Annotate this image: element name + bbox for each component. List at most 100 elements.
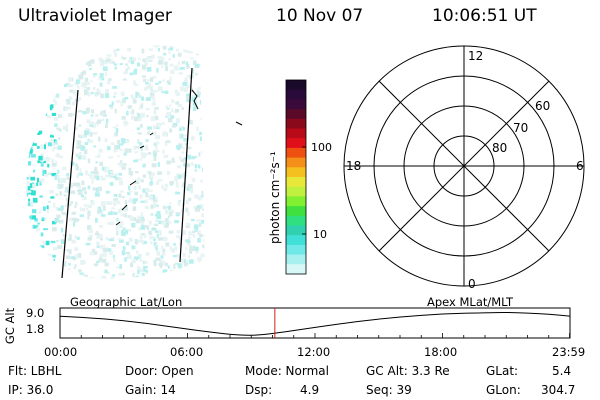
image-pixel (156, 68, 159, 73)
image-pixel (31, 190, 36, 196)
color-bar-segment (286, 167, 306, 178)
image-pixel (209, 242, 212, 245)
image-pixel (105, 88, 109, 94)
image-pixel (34, 218, 38, 222)
image-pixel (199, 136, 203, 141)
image-pixel (201, 213, 206, 218)
image-pixel (57, 169, 60, 175)
image-pixel (28, 82, 33, 85)
image-pixel (169, 63, 174, 67)
image-pixel (43, 112, 48, 116)
image-pixel (76, 146, 81, 149)
image-pixel (35, 227, 40, 232)
image-pixel (70, 201, 74, 204)
image-pixel (26, 274, 28, 278)
image-pixel (117, 45, 120, 46)
image-pixel (114, 108, 117, 114)
image-pixel (74, 282, 78, 286)
image-pixel (186, 61, 189, 66)
image-pixel (179, 134, 182, 139)
image-pixel (126, 110, 129, 116)
image-pixel (119, 239, 124, 243)
mlt-label-right: 6 (576, 159, 584, 173)
image-pixel (63, 194, 67, 197)
image-pixel (173, 243, 176, 246)
image-pixel (187, 184, 193, 189)
image-pixel (76, 51, 81, 56)
image-pixel (69, 203, 72, 207)
image-pixel (122, 78, 127, 81)
color-bar-segment (286, 196, 306, 207)
image-pixel (206, 179, 209, 182)
image-pixel (26, 126, 30, 131)
image-pixel (26, 95, 31, 100)
image-pixel (101, 118, 105, 121)
image-pixel (28, 175, 31, 180)
image-pixel (190, 45, 195, 49)
image-pixel (118, 143, 124, 146)
image-pixel (141, 154, 146, 159)
image-pixel (47, 92, 51, 96)
image-pixel (33, 62, 38, 67)
lat-lon-line (179, 67, 193, 263)
image-pixel (176, 165, 181, 169)
image-pixel (52, 93, 57, 97)
image-pixel (27, 283, 31, 285)
image-pixel (137, 176, 140, 181)
image-pixel (210, 147, 215, 152)
image-pixel (27, 41, 30, 43)
image-pixel (41, 87, 45, 92)
image-pixel (137, 62, 141, 67)
image-pixel (150, 77, 154, 82)
image-pixel (60, 227, 64, 233)
image-pixel (111, 207, 115, 210)
image-pixel (117, 222, 121, 228)
image-pixel (116, 100, 122, 103)
image-pixel (201, 167, 206, 172)
seq-status: Seq: 39 (366, 383, 412, 397)
image-pixel (169, 128, 173, 133)
image-pixel (197, 40, 201, 45)
image-pixel (162, 61, 165, 65)
color-bar-unit-label: photon cm⁻²s⁻¹ (268, 151, 282, 244)
image-pixel (32, 40, 37, 42)
glon-label: GLon: (486, 383, 521, 397)
image-pixel (118, 180, 123, 186)
image-pixel (151, 95, 155, 99)
image-pixel (120, 213, 125, 217)
image-pixel (163, 188, 168, 192)
image-pixel (28, 215, 33, 219)
image-pixel (147, 79, 152, 82)
image-pixel (76, 140, 82, 146)
image-pixel (57, 183, 61, 188)
image-pixel (62, 58, 65, 62)
image-pixel (32, 183, 37, 188)
image-pixel (118, 172, 122, 176)
image-pixel (48, 56, 52, 59)
image-pixel (93, 277, 96, 279)
image-pixel (204, 246, 206, 250)
image-pixel (145, 144, 148, 148)
image-pixel (148, 171, 153, 175)
image-pixel (128, 190, 132, 193)
image-pixel (155, 219, 158, 222)
image-pixel (122, 163, 127, 166)
image-pixel (138, 254, 143, 258)
image-pixel (90, 201, 95, 205)
image-pixel (100, 238, 103, 241)
image-pixel (37, 160, 42, 164)
image-pixel (33, 96, 39, 99)
image-pixel (133, 159, 138, 163)
image-pixel (82, 84, 87, 89)
image-pixel (165, 66, 169, 72)
image-pixel (93, 145, 97, 148)
image-pixel (177, 103, 182, 107)
image-pixel (99, 225, 103, 228)
image-pixel (40, 159, 44, 162)
image-pixel (192, 106, 197, 111)
image-pixel (49, 278, 54, 279)
image-pixel (131, 97, 136, 100)
image-pixel (77, 284, 79, 287)
image-pixel (139, 258, 142, 262)
image-pixel (26, 176, 29, 180)
